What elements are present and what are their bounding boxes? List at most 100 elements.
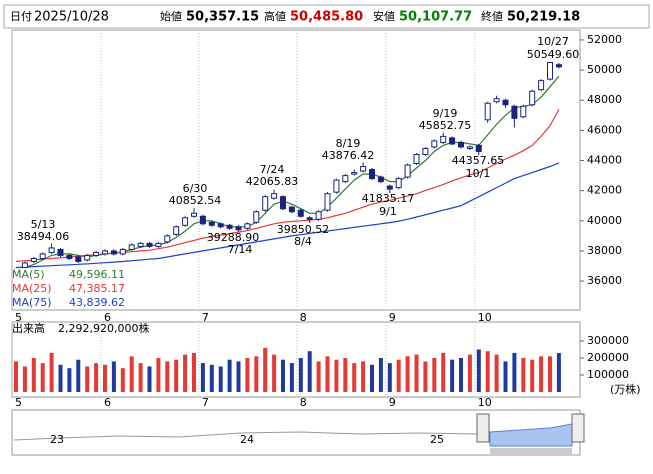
volume-bar: [227, 359, 232, 392]
volume-bar: [387, 363, 392, 392]
volume-bar: [14, 361, 18, 392]
volume-bar: [138, 363, 143, 392]
candle-body: [137, 242, 144, 247]
volume-bar: [521, 358, 526, 392]
volume-bar: [556, 353, 561, 392]
volume-bar: [343, 358, 348, 392]
annotation-date: 7/24: [260, 163, 285, 176]
volume-bar: [94, 363, 99, 392]
candle-body: [360, 166, 367, 172]
volume-bar: [254, 356, 259, 392]
x-tick-label: 7: [202, 396, 209, 409]
candle-body: [386, 185, 393, 190]
candle-body: [235, 226, 242, 231]
volume-bar: [183, 354, 188, 392]
legend-value: 47,385.17: [69, 282, 125, 295]
ma-line: [15, 162, 560, 269]
candle-body: [146, 242, 153, 247]
volume-bar: [423, 361, 428, 392]
header-item-value: 50,485.80: [290, 10, 363, 25]
candle-body: [458, 141, 464, 148]
candle-body: [110, 250, 117, 255]
header-date: 2025/10/28: [34, 10, 109, 25]
candle-body: [30, 257, 37, 262]
y-tick-label: 48000: [587, 93, 622, 106]
y-tick-label: 36000: [587, 274, 622, 287]
x-tick-label: 5: [15, 396, 22, 409]
navigator-label: 24: [240, 433, 254, 446]
volume-bar: [485, 351, 490, 392]
x-tick-label: 6: [104, 396, 111, 409]
annotation-date: 9/1: [379, 205, 397, 218]
candle-body: [155, 242, 162, 247]
x-tick-label: 5: [15, 311, 22, 324]
candle-body: [466, 146, 473, 149]
navigator-handle-left[interactable]: [476, 413, 490, 443]
annotation-date: 8/19: [336, 137, 361, 150]
volume-bar: [236, 361, 241, 392]
volume-bar: [405, 356, 410, 392]
y-tick-label: 46000: [587, 123, 622, 136]
volume-bar: [281, 359, 285, 392]
annotation-value: 43876.42: [322, 149, 375, 162]
annotation-value: 45852.75: [419, 119, 472, 132]
y-tick-label: 52000: [587, 33, 622, 46]
annotation-date: 8/4: [294, 235, 312, 248]
volume-bar: [361, 361, 366, 392]
candle-body: [173, 226, 180, 235]
candle-body: [520, 105, 527, 118]
candle-body: [297, 209, 304, 217]
candle-body: [502, 99, 509, 106]
volume-bar: [378, 358, 383, 392]
candle-body: [377, 176, 384, 183]
y-tick-label: 200000: [587, 351, 629, 364]
x-tick-label: 9: [389, 396, 396, 409]
annotation-date: 10/27: [537, 35, 569, 48]
header-item-label: 終値: [481, 9, 503, 23]
volume-bar: [192, 352, 196, 392]
y-tick-label: 42000: [587, 184, 622, 197]
volume-bar: [441, 352, 446, 392]
candle-body: [351, 172, 358, 175]
volume-bar: [432, 358, 437, 392]
candle-body: [404, 164, 411, 178]
candle-body: [93, 251, 100, 256]
legend-name: MA(25): [12, 282, 52, 295]
volume-bar: [200, 363, 205, 392]
navigator-scrollbar[interactable]: [490, 448, 572, 455]
volume-bar: [58, 364, 63, 392]
volume-bar: [450, 359, 455, 392]
candle-body: [342, 175, 349, 183]
candle-body: [315, 211, 322, 220]
x-tick-label: 8: [300, 396, 307, 409]
annotation-value: 39850.52: [277, 223, 330, 236]
candle-body: [217, 223, 224, 228]
volume-bar: [209, 364, 214, 392]
legend-box: [13, 268, 123, 308]
annotation-date: 7/14: [228, 243, 253, 256]
volume-bar: [165, 361, 170, 392]
volume-bar: [334, 359, 339, 392]
candle-body: [511, 105, 518, 119]
annotation-value: 44357.65: [452, 154, 505, 167]
volume-bar: [174, 359, 179, 392]
candle-body: [440, 135, 447, 143]
y-tick-label: 300000: [587, 334, 629, 347]
volume-bar: [31, 358, 36, 392]
candle-body: [395, 178, 402, 189]
volume-bar: [272, 354, 277, 392]
candle-body: [66, 254, 73, 259]
volume-bar: [218, 366, 223, 392]
volume-bar: [370, 364, 374, 392]
volume-bar: [539, 356, 544, 392]
annotation-value: 50549.60: [527, 48, 580, 61]
candle-body: [493, 98, 500, 103]
volume-bar: [120, 368, 125, 392]
candle-body: [547, 62, 553, 80]
volume-bar: [325, 356, 330, 392]
annotation-value: 40852.54: [169, 194, 222, 207]
navigator-handle-right[interactable]: [571, 413, 585, 443]
x-tick-label: 10: [478, 311, 492, 324]
header-item-value: 50,107.77: [399, 10, 472, 25]
